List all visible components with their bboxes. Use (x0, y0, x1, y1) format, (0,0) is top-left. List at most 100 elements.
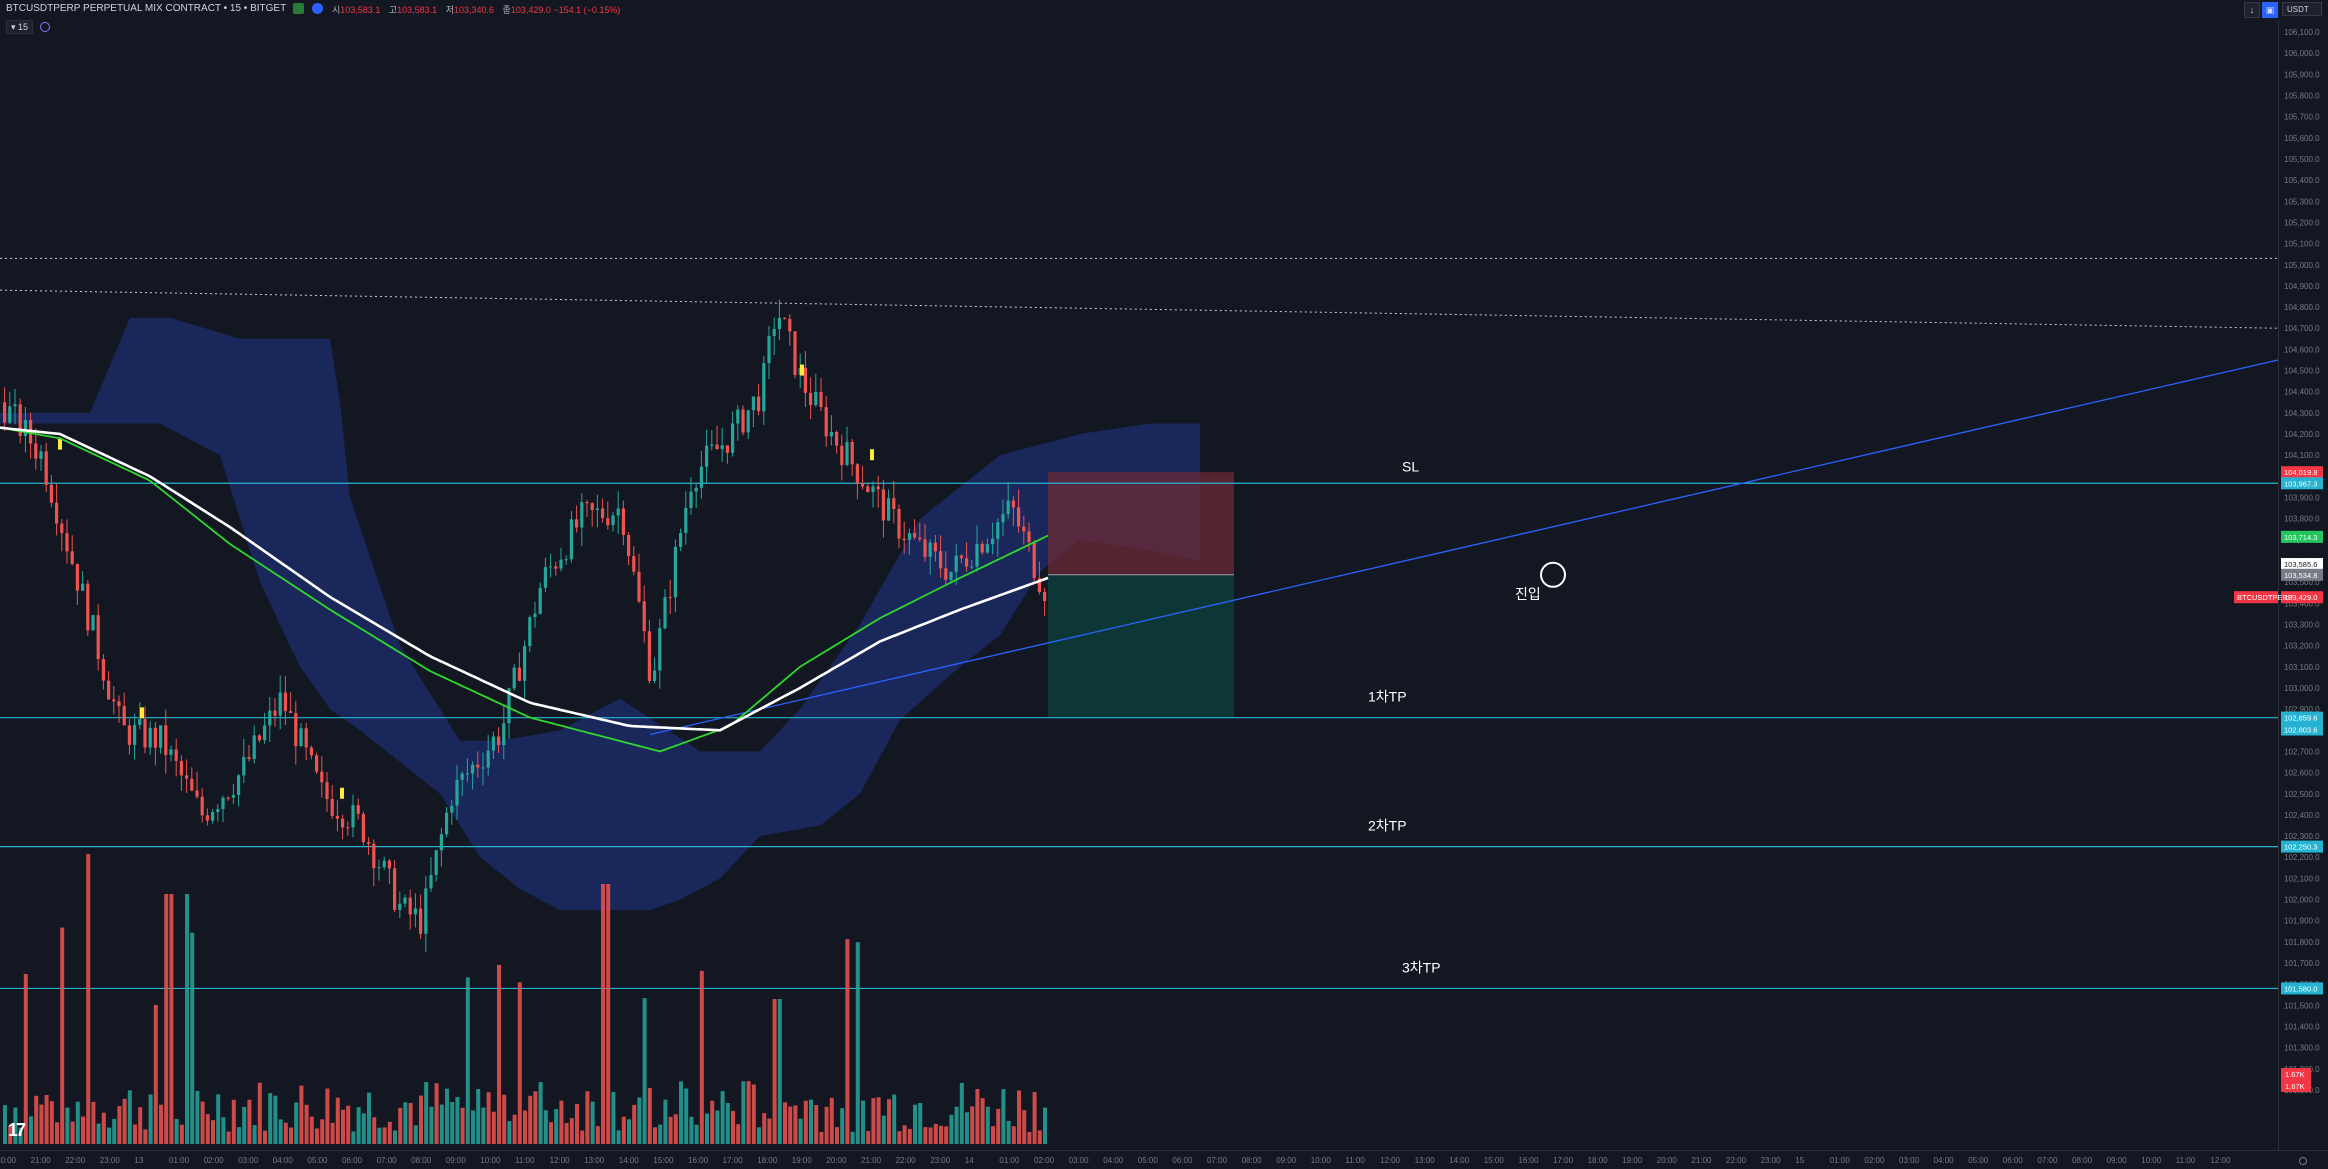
price-badge[interactable] (2281, 466, 2323, 479)
candle-body (772, 329, 776, 337)
price-tick-label: 106,100.0 (2284, 28, 2320, 37)
candle-body (377, 867, 381, 869)
candle-body (39, 451, 43, 459)
candle-body (523, 646, 527, 681)
price-badge[interactable] (2281, 477, 2323, 490)
candle-body (434, 850, 438, 875)
candle-body (871, 486, 875, 492)
candle-body (393, 868, 397, 910)
timeframe-badge[interactable]: ▾ 15 (6, 20, 34, 34)
volume-bar (29, 1116, 33, 1144)
volume-bar (486, 1092, 491, 1144)
candle-body (621, 508, 625, 535)
volume-bar (471, 1110, 475, 1144)
take-profit-zone[interactable] (1048, 574, 1234, 718)
indicator-toggle-icon[interactable] (40, 22, 50, 32)
volume-bar (809, 1099, 813, 1144)
volume-bar (585, 1091, 590, 1144)
volume-bar (835, 1127, 839, 1144)
volume-bar (959, 1083, 964, 1144)
volume-bar (819, 1132, 824, 1144)
volume-bar (341, 1109, 345, 1144)
price-badge[interactable] (2281, 982, 2323, 995)
candle-body (55, 502, 59, 524)
volume-bar (315, 1128, 319, 1144)
volume-bar (736, 1124, 741, 1144)
candle-body (533, 613, 537, 618)
price-badge[interactable] (2281, 568, 2323, 581)
candle-body (658, 628, 662, 671)
signal-marker (870, 449, 874, 461)
chevron-down-icon[interactable]: ↓ (2244, 2, 2260, 18)
price-badge-label: 103,585.6 (2284, 560, 2317, 569)
time-tick-label: 23:00 (100, 1156, 121, 1165)
volume-bar (330, 1122, 335, 1144)
price-badge[interactable] (2281, 840, 2323, 853)
volume-bar (970, 1106, 975, 1144)
candle-body (845, 442, 849, 465)
candle-body (86, 583, 90, 631)
symbol-price-tag[interactable] (2234, 591, 2278, 604)
volume-bar (502, 1094, 507, 1144)
signal-marker (140, 707, 144, 719)
support-trendline[interactable] (649, 359, 2279, 736)
candle-body (44, 451, 48, 485)
volume-bar (564, 1123, 569, 1144)
volume-bar (559, 1100, 564, 1144)
candle-body (387, 860, 391, 869)
candle-body (138, 719, 142, 725)
candle-body (809, 392, 813, 406)
candle-body (231, 795, 235, 798)
volume-bar (112, 1118, 117, 1144)
candle-body (819, 392, 823, 408)
dotted-trend-line[interactable] (0, 289, 2279, 329)
stop-loss-zone[interactable] (1048, 472, 1234, 575)
candle-body (601, 508, 605, 519)
time-tick-label: 01:00 (999, 1156, 1020, 1165)
time-tick-label: 15:00 (653, 1156, 674, 1165)
volume-bar (1027, 1132, 1032, 1144)
candle-body (876, 486, 880, 490)
market-open-icon (293, 3, 304, 14)
volume-bar (143, 1129, 148, 1144)
candle-body (1017, 507, 1021, 527)
settings-gear-icon[interactable] (2299, 1157, 2307, 1165)
candle-body (959, 555, 963, 559)
volume-bar (497, 964, 501, 1144)
tp2-label[interactable]: 2차TP (1368, 818, 1407, 834)
price-badge-label: 103,967.3 (2284, 479, 2317, 488)
entry-label[interactable]: 진입 (1515, 586, 1541, 602)
volume-bar (55, 1122, 59, 1144)
price-badge[interactable] (2281, 723, 2323, 736)
volume-bar (907, 1128, 912, 1144)
volume-bar (164, 894, 169, 1144)
price-badge[interactable] (2281, 530, 2323, 543)
currency-selector[interactable]: USDT (2282, 2, 2322, 16)
price-badge[interactable] (2281, 558, 2323, 571)
volume-bar (751, 1084, 756, 1144)
price-badge[interactable] (2281, 711, 2323, 724)
tp3-label[interactable]: 3차TP (1402, 959, 1441, 975)
symbol-title[interactable]: BTCUSDTPERP PERPETUAL MIX CONTRACT • 15 … (6, 3, 287, 14)
price-badge-label: 102,250.3 (2284, 843, 2317, 852)
volume-bar (512, 1114, 517, 1144)
volume-bar (65, 1107, 70, 1144)
entry-circle[interactable] (1540, 561, 1566, 588)
price-tick-label: 103,300.0 (2284, 620, 2320, 629)
candle-body (23, 420, 27, 436)
ohlc-close: 103,429.0 −154.1 (−0.15%) (510, 5, 621, 15)
volume-bar (913, 1104, 917, 1144)
tp1-label[interactable]: 1차TP (1368, 689, 1407, 705)
sl-label[interactable]: SL (1402, 458, 1419, 474)
time-tick-label: 11:00 (515, 1156, 535, 1165)
tradingview-logo-icon[interactable]: 17 (8, 1120, 26, 1140)
chart-header: BTCUSDTPERP PERPETUAL MIX CONTRACT • 15 … (0, 0, 2328, 20)
volume-badge-label: 1.67K (2285, 1070, 2305, 1079)
price-badge[interactable] (2281, 591, 2323, 604)
candle-body (497, 736, 501, 746)
volume-bar (767, 1118, 772, 1144)
maximize-icon[interactable]: ▣ (2262, 2, 2278, 18)
volume-bar (169, 894, 174, 1144)
candle-body (205, 815, 209, 821)
